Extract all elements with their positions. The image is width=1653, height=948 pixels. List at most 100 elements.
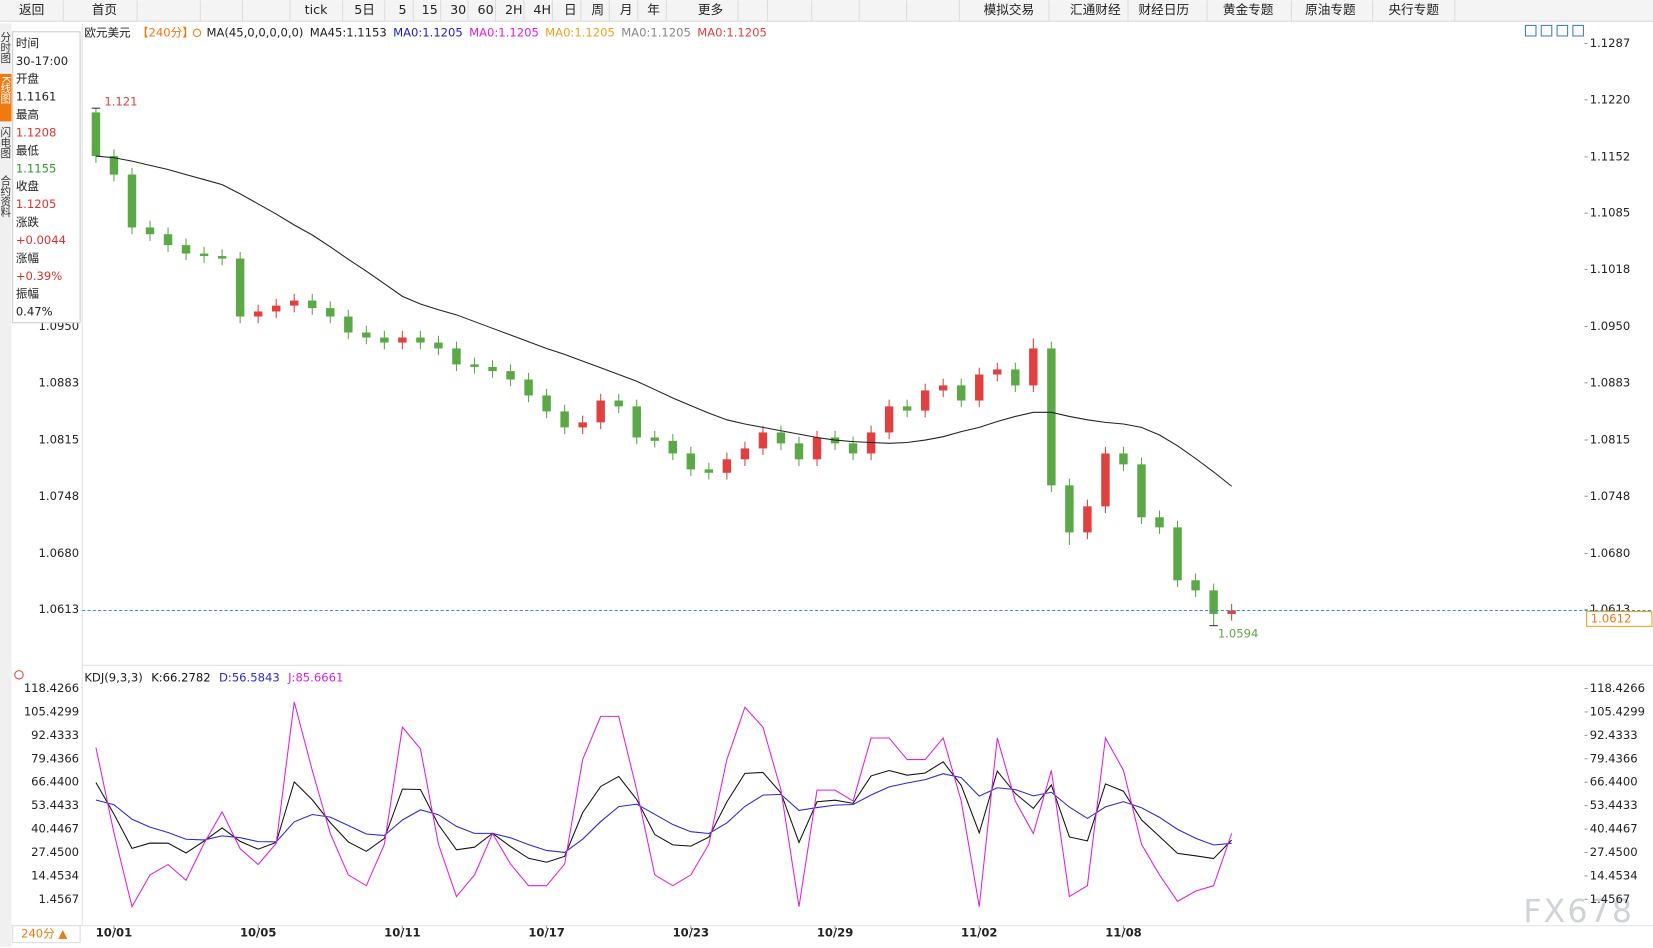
candle-body xyxy=(722,459,732,473)
current-price-label: 1.0612 xyxy=(1591,611,1632,625)
y-tick-label: 105.4299 xyxy=(1590,704,1645,718)
icon-button[interactable] xyxy=(1540,24,1553,37)
candle-body xyxy=(91,112,101,157)
info-label: 振幅 xyxy=(16,287,40,301)
toolbar-button[interactable]: 日 xyxy=(564,2,577,17)
candle-body xyxy=(217,256,227,259)
candle-body xyxy=(1227,610,1236,614)
toolbar-button[interactable]: 周 xyxy=(591,2,604,17)
y-tick-label: 53.4433 xyxy=(31,798,79,812)
toolbar-button[interactable]: 2H xyxy=(505,2,523,17)
candle-body xyxy=(271,305,281,312)
indicator-icon[interactable] xyxy=(14,670,24,680)
toolbar-button[interactable]: 模拟交易 xyxy=(984,2,1035,17)
period-selector[interactable]: 240分 ▲ xyxy=(21,927,67,941)
toolbar-button[interactable]: 汇通财经 xyxy=(1070,2,1121,17)
side-strip xyxy=(0,23,12,947)
candle-body xyxy=(758,432,768,449)
info-label: 最低 xyxy=(16,143,40,157)
legend-entry: MA0:1.1205 xyxy=(697,25,767,39)
x-tick-label: 10/05 xyxy=(240,926,276,940)
y-tick-label: 1.0883 xyxy=(39,375,80,389)
indicator-line xyxy=(95,761,1233,863)
toolbar-button[interactable]: 5日 xyxy=(354,2,375,17)
y-tick-label: 92.4333 xyxy=(1590,728,1638,742)
candle-body xyxy=(163,234,173,246)
icon-button[interactable] xyxy=(1556,24,1569,37)
toolbar-button[interactable]: 财经日历 xyxy=(1139,2,1190,17)
toolbar-button[interactable]: 原油专题 xyxy=(1305,2,1356,17)
y-tick-label: 27.4500 xyxy=(1590,845,1638,859)
candle-body xyxy=(1101,453,1110,507)
toolbar-button[interactable]: 返回 xyxy=(19,2,44,17)
toolbar-button[interactable]: 30 xyxy=(450,2,466,17)
legend-entry: MA45:1.1153 xyxy=(310,25,387,39)
active-tab-bg xyxy=(0,73,12,122)
candle-body xyxy=(127,174,137,228)
candle-body xyxy=(975,374,984,401)
candle-body xyxy=(957,385,966,401)
candle-body xyxy=(1155,517,1164,528)
candle-body xyxy=(326,308,335,317)
candle-body xyxy=(596,400,605,423)
toolbar-button[interactable]: 更多 xyxy=(698,2,723,17)
legend-entry: MA0:1.1205 xyxy=(393,25,463,39)
y-tick-label: 79.4366 xyxy=(31,751,79,765)
legend-entry: K:66.2782 xyxy=(151,670,210,684)
y-tick-label: 1.0748 xyxy=(1590,489,1631,503)
candle-body xyxy=(1047,348,1056,486)
toolbar-button[interactable]: 黄金专题 xyxy=(1223,2,1274,17)
candle-body xyxy=(632,406,641,438)
candle-body xyxy=(145,227,155,235)
candle-body xyxy=(380,337,389,343)
toolbar-button[interactable]: 首页 xyxy=(92,2,117,17)
candle-body xyxy=(181,245,191,254)
candle-body xyxy=(1083,506,1092,533)
low-label: 1.0594 xyxy=(1218,627,1259,641)
toolbar-button[interactable]: tick xyxy=(305,2,328,17)
y-tick-label: 1.0613 xyxy=(39,602,80,616)
candle-body xyxy=(938,385,948,391)
info-value: 0.47% xyxy=(16,305,53,319)
candle-body xyxy=(1209,590,1218,614)
toolbar-button[interactable]: 5 xyxy=(398,2,406,17)
indicator-line xyxy=(95,773,1232,854)
y-tick-label: 1.0680 xyxy=(1590,546,1631,560)
x-tick-label: 10/01 xyxy=(96,926,132,940)
period-label: 【240分】 xyxy=(137,25,194,39)
legend-entry: J:85.6661 xyxy=(287,670,343,684)
x-tick-label: 11/08 xyxy=(1105,926,1141,940)
icon-button[interactable] xyxy=(1572,24,1584,37)
x-tick-label: 10/23 xyxy=(673,926,709,940)
toolbar-button[interactable]: 月 xyxy=(620,2,633,17)
candle-body xyxy=(1173,527,1182,581)
candle-body xyxy=(1119,453,1128,465)
candle-body xyxy=(1029,348,1038,386)
candle-body xyxy=(362,332,371,338)
toolbar-button[interactable]: 4H xyxy=(533,2,551,17)
y-tick-label: 1.1287 xyxy=(1590,36,1631,50)
toolbar-button[interactable]: 年 xyxy=(647,2,660,17)
legend-entry: MA0:1.1205 xyxy=(621,25,691,39)
y-tick-label: 1.0815 xyxy=(39,433,80,447)
side-tab[interactable]: 分时图 xyxy=(0,32,11,64)
side-tab[interactable]: 合约资料 xyxy=(0,174,11,218)
info-label: 最高 xyxy=(16,108,39,122)
icon-button[interactable] xyxy=(1524,24,1537,37)
period-selector-box[interactable] xyxy=(12,925,81,944)
side-tab[interactable]: K线图 xyxy=(0,76,11,105)
toolbar-button[interactable]: 60 xyxy=(478,2,494,17)
y-tick-label: 1.0950 xyxy=(1590,319,1631,333)
legend-entry: MA0:1.1205 xyxy=(469,25,539,39)
info-label: 涨幅 xyxy=(16,251,40,265)
side-tab[interactable]: 闪电图 xyxy=(0,126,11,159)
candle-body xyxy=(416,337,425,343)
candle-body xyxy=(109,156,119,175)
toolbar-button[interactable]: 央行专题 xyxy=(1388,2,1439,17)
candle-body xyxy=(902,406,912,411)
toolbar-button[interactable]: 15 xyxy=(422,2,438,17)
candle-body xyxy=(560,411,569,428)
y-tick-label: 1.0748 xyxy=(39,489,80,503)
info-value: 1.1155 xyxy=(16,161,57,175)
